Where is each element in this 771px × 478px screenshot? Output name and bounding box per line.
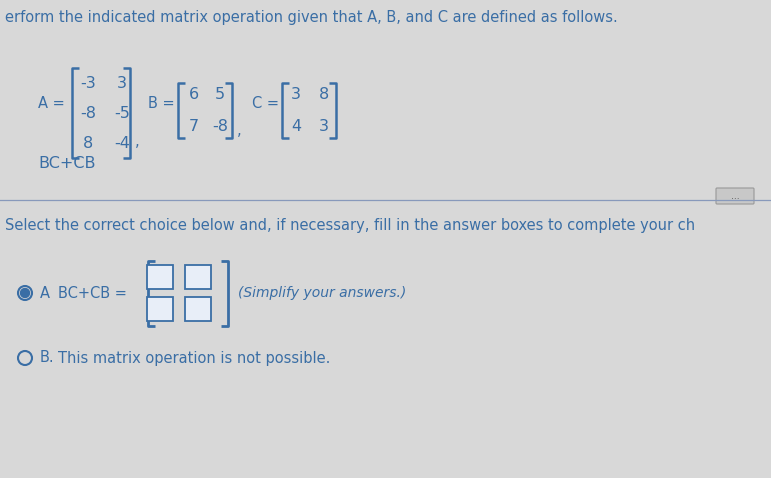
Text: B =: B = xyxy=(148,96,174,110)
Text: 3: 3 xyxy=(291,87,301,101)
Text: C =: C = xyxy=(252,96,279,110)
Text: -8: -8 xyxy=(80,106,96,120)
Text: Select the correct choice below and, if necessary, fill in the answer boxes to c: Select the correct choice below and, if … xyxy=(5,218,695,233)
Text: -3: -3 xyxy=(80,76,96,90)
FancyBboxPatch shape xyxy=(716,188,754,204)
Text: 3: 3 xyxy=(319,119,329,133)
Text: 7: 7 xyxy=(189,119,199,133)
FancyBboxPatch shape xyxy=(185,265,211,289)
Text: erform the indicated matrix operation given that A, B, and C are defined as foll: erform the indicated matrix operation gi… xyxy=(5,10,618,25)
FancyBboxPatch shape xyxy=(185,297,211,321)
Text: 4: 4 xyxy=(291,119,301,133)
FancyBboxPatch shape xyxy=(147,265,173,289)
Circle shape xyxy=(21,289,29,297)
Text: 8: 8 xyxy=(82,135,93,151)
Text: -5: -5 xyxy=(114,106,130,120)
Text: 3: 3 xyxy=(117,76,127,90)
Text: BC+CB =: BC+CB = xyxy=(58,285,127,301)
Text: (Simplify your answers.): (Simplify your answers.) xyxy=(238,286,406,300)
Text: ...: ... xyxy=(731,192,739,200)
Text: ,: , xyxy=(237,122,241,138)
Text: B.: B. xyxy=(40,350,55,366)
Text: -4: -4 xyxy=(114,135,130,151)
Text: 8: 8 xyxy=(319,87,329,101)
Text: 5: 5 xyxy=(215,87,225,101)
Text: ,: , xyxy=(135,133,140,149)
Text: -8: -8 xyxy=(212,119,228,133)
Text: A =: A = xyxy=(38,96,65,110)
FancyBboxPatch shape xyxy=(147,297,173,321)
Text: 6: 6 xyxy=(189,87,199,101)
Text: BC+CB: BC+CB xyxy=(38,155,96,171)
Text: A: A xyxy=(40,285,50,301)
Text: This matrix operation is not possible.: This matrix operation is not possible. xyxy=(58,350,331,366)
